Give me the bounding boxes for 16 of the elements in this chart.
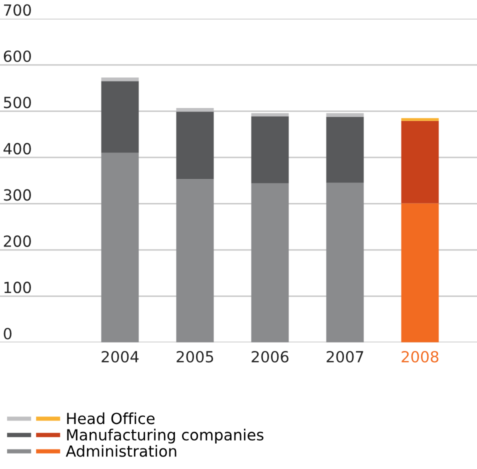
y-tick-label: 200 — [4, 235, 31, 247]
y-tick-label: 700 — [4, 4, 31, 16]
legend-label: Administration — [66, 445, 176, 457]
legend-label: Manufacturing companies — [67, 428, 264, 444]
y-tick-label: 0 — [4, 328, 12, 340]
legend-label: Head Office — [67, 412, 155, 424]
x-tick-label: 2005 — [176, 350, 214, 363]
x-tick-label: 2004 — [102, 350, 139, 363]
y-tick-label: 100 — [4, 282, 31, 294]
x-tick-label: 2008 — [402, 350, 438, 363]
y-tick-label: 600 — [4, 50, 31, 62]
x-tick-label: 2007 — [326, 350, 364, 363]
y-tick-label: 500 — [4, 96, 31, 108]
x-tick-label: 2006 — [252, 350, 288, 363]
y-tick-label: 400 — [4, 142, 31, 154]
y-tick-label: 300 — [4, 189, 31, 201]
